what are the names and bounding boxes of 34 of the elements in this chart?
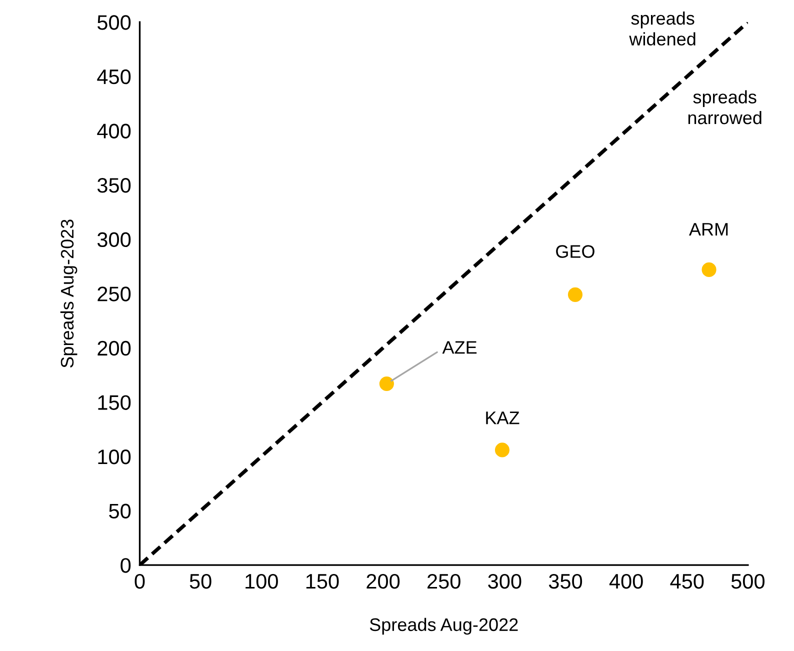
y-axis-title: Spreads Aug-2023	[60, 220, 78, 368]
y-tick-label: 350	[97, 178, 131, 193]
x-tick-label: 500	[731, 574, 765, 589]
point	[494, 442, 510, 458]
y-tick-label: 0	[120, 558, 131, 573]
y-tick-label: 450	[97, 69, 131, 84]
x-tick-label: 0	[134, 574, 145, 589]
point	[379, 376, 394, 392]
x-tick-label: 450	[670, 574, 704, 589]
annotation: spreads widened	[629, 11, 696, 46]
annotation: GEO	[556, 245, 594, 258]
x-tick-label: 300	[488, 574, 522, 589]
point	[568, 287, 582, 302]
x-axis-title: Spreads Aug-2022	[370, 618, 518, 635]
x-tick-label: 400	[609, 574, 643, 589]
annotation: spreads narrowed	[688, 90, 762, 124]
point	[702, 262, 716, 277]
y-tick-label: 150	[98, 395, 131, 410]
x-tick-label: 350	[548, 574, 582, 589]
x-tick-label: 50	[190, 574, 212, 589]
y-tick-label: 200	[98, 340, 131, 356]
annotation: ARM	[689, 223, 728, 236]
y-tick-label: 400	[97, 124, 131, 138]
annotation: KAZ	[486, 412, 520, 424]
x-tick-label: 250	[428, 574, 460, 589]
y-tick-label: 100	[98, 449, 131, 464]
x-tick-label: 200	[366, 574, 400, 589]
x-tick-label: 100	[246, 574, 278, 589]
y-tick-label: 250	[98, 286, 131, 302]
annotation: AZE	[442, 341, 477, 354]
x-tick-label: 150	[306, 574, 339, 589]
y-tick-label: 50	[109, 504, 131, 519]
y-tick-label: 500	[97, 15, 131, 30]
y-tick-label: 300	[97, 232, 131, 248]
